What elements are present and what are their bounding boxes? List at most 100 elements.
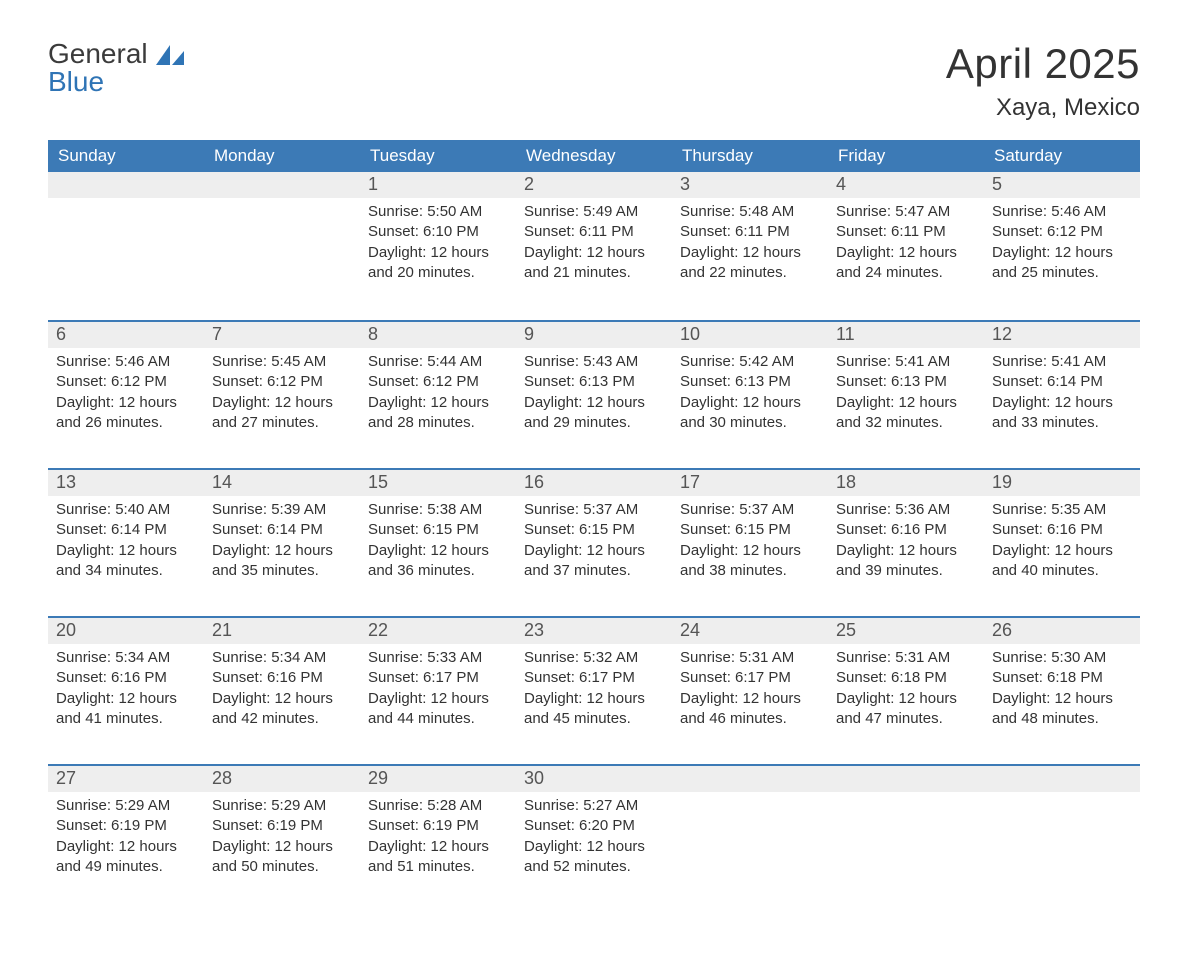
sunset-line: Sunset: 6:15 PM [680, 520, 820, 540]
sunset-line: Sunset: 6:19 PM [212, 816, 352, 836]
daylight-line: Daylight: 12 hours and 47 minutes. [836, 689, 976, 730]
sunrise-line: Sunrise: 5:48 AM [680, 202, 820, 222]
sunset-line: Sunset: 6:14 PM [992, 372, 1132, 392]
day-number: 3 [672, 172, 828, 198]
sunset-line: Sunset: 6:12 PM [368, 372, 508, 392]
sunset-line: Sunset: 6:17 PM [524, 668, 664, 688]
calendar-cell: 30Sunrise: 5:27 AMSunset: 6:20 PMDayligh… [516, 766, 672, 912]
day-content: Sunrise: 5:33 AMSunset: 6:17 PMDaylight:… [360, 644, 516, 739]
calendar-cell [672, 766, 828, 912]
day-content [984, 792, 1140, 806]
day-content: Sunrise: 5:38 AMSunset: 6:15 PMDaylight:… [360, 496, 516, 591]
sunrise-line: Sunrise: 5:31 AM [836, 648, 976, 668]
day-number: 23 [516, 618, 672, 644]
daylight-line: Daylight: 12 hours and 28 minutes. [368, 393, 508, 434]
day-number [672, 766, 828, 792]
day-content: Sunrise: 5:45 AMSunset: 6:12 PMDaylight:… [204, 348, 360, 443]
calendar-cell: 6Sunrise: 5:46 AMSunset: 6:12 PMDaylight… [48, 322, 204, 468]
sunset-line: Sunset: 6:11 PM [680, 222, 820, 242]
sunset-line: Sunset: 6:11 PM [836, 222, 976, 242]
day-number: 17 [672, 470, 828, 496]
sunset-line: Sunset: 6:14 PM [212, 520, 352, 540]
calendar-cell: 16Sunrise: 5:37 AMSunset: 6:15 PMDayligh… [516, 470, 672, 616]
calendar-week: 6Sunrise: 5:46 AMSunset: 6:12 PMDaylight… [48, 320, 1140, 468]
daylight-line: Daylight: 12 hours and 22 minutes. [680, 243, 820, 284]
daylight-line: Daylight: 12 hours and 49 minutes. [56, 837, 196, 878]
daylight-line: Daylight: 12 hours and 36 minutes. [368, 541, 508, 582]
weekday-header-row: Sunday Monday Tuesday Wednesday Thursday… [48, 140, 1140, 172]
sunrise-line: Sunrise: 5:45 AM [212, 352, 352, 372]
calendar-cell: 9Sunrise: 5:43 AMSunset: 6:13 PMDaylight… [516, 322, 672, 468]
sunset-line: Sunset: 6:18 PM [836, 668, 976, 688]
calendar-cell: 2Sunrise: 5:49 AMSunset: 6:11 PMDaylight… [516, 172, 672, 320]
daylight-line: Daylight: 12 hours and 51 minutes. [368, 837, 508, 878]
sunrise-line: Sunrise: 5:37 AM [524, 500, 664, 520]
day-number: 21 [204, 618, 360, 644]
sunrise-line: Sunrise: 5:36 AM [836, 500, 976, 520]
weekday-header: Monday [204, 140, 360, 172]
weekday-header: Thursday [672, 140, 828, 172]
title-block: April 2025 Xaya, Mexico [946, 40, 1140, 122]
calendar-cell: 18Sunrise: 5:36 AMSunset: 6:16 PMDayligh… [828, 470, 984, 616]
page-title: April 2025 [946, 40, 1140, 88]
day-content: Sunrise: 5:28 AMSunset: 6:19 PMDaylight:… [360, 792, 516, 887]
calendar-cell: 28Sunrise: 5:29 AMSunset: 6:19 PMDayligh… [204, 766, 360, 912]
day-content [48, 198, 204, 212]
calendar-cell: 15Sunrise: 5:38 AMSunset: 6:15 PMDayligh… [360, 470, 516, 616]
logo-text: General Blue [48, 40, 184, 96]
daylight-line: Daylight: 12 hours and 50 minutes. [212, 837, 352, 878]
calendar-cell: 13Sunrise: 5:40 AMSunset: 6:14 PMDayligh… [48, 470, 204, 616]
sunset-line: Sunset: 6:13 PM [680, 372, 820, 392]
sunrise-line: Sunrise: 5:33 AM [368, 648, 508, 668]
sunset-line: Sunset: 6:17 PM [368, 668, 508, 688]
sunrise-line: Sunrise: 5:38 AM [368, 500, 508, 520]
daylight-line: Daylight: 12 hours and 39 minutes. [836, 541, 976, 582]
day-number: 20 [48, 618, 204, 644]
day-content: Sunrise: 5:46 AMSunset: 6:12 PMDaylight:… [984, 198, 1140, 293]
day-number: 22 [360, 618, 516, 644]
daylight-line: Daylight: 12 hours and 45 minutes. [524, 689, 664, 730]
calendar-cell: 7Sunrise: 5:45 AMSunset: 6:12 PMDaylight… [204, 322, 360, 468]
sunrise-line: Sunrise: 5:32 AM [524, 648, 664, 668]
day-content: Sunrise: 5:40 AMSunset: 6:14 PMDaylight:… [48, 496, 204, 591]
daylight-line: Daylight: 12 hours and 40 minutes. [992, 541, 1132, 582]
daylight-line: Daylight: 12 hours and 25 minutes. [992, 243, 1132, 284]
day-number: 2 [516, 172, 672, 198]
day-number: 19 [984, 470, 1140, 496]
day-number: 27 [48, 766, 204, 792]
day-number: 1 [360, 172, 516, 198]
calendar-cell: 14Sunrise: 5:39 AMSunset: 6:14 PMDayligh… [204, 470, 360, 616]
sunset-line: Sunset: 6:13 PM [524, 372, 664, 392]
day-number: 4 [828, 172, 984, 198]
sunrise-line: Sunrise: 5:34 AM [56, 648, 196, 668]
day-content: Sunrise: 5:44 AMSunset: 6:12 PMDaylight:… [360, 348, 516, 443]
daylight-line: Daylight: 12 hours and 52 minutes. [524, 837, 664, 878]
weekday-header: Wednesday [516, 140, 672, 172]
sunrise-line: Sunrise: 5:31 AM [680, 648, 820, 668]
day-content: Sunrise: 5:50 AMSunset: 6:10 PMDaylight:… [360, 198, 516, 293]
calendar-cell: 24Sunrise: 5:31 AMSunset: 6:17 PMDayligh… [672, 618, 828, 764]
calendar-cell [204, 172, 360, 320]
calendar-cell: 5Sunrise: 5:46 AMSunset: 6:12 PMDaylight… [984, 172, 1140, 320]
daylight-line: Daylight: 12 hours and 35 minutes. [212, 541, 352, 582]
daylight-line: Daylight: 12 hours and 46 minutes. [680, 689, 820, 730]
day-number: 8 [360, 322, 516, 348]
day-content: Sunrise: 5:31 AMSunset: 6:18 PMDaylight:… [828, 644, 984, 739]
daylight-line: Daylight: 12 hours and 34 minutes. [56, 541, 196, 582]
header-bar: General Blue April 2025 Xaya, Mexico [48, 40, 1140, 122]
day-number [204, 172, 360, 198]
sunrise-line: Sunrise: 5:37 AM [680, 500, 820, 520]
sunrise-line: Sunrise: 5:34 AM [212, 648, 352, 668]
daylight-line: Daylight: 12 hours and 26 minutes. [56, 393, 196, 434]
sunset-line: Sunset: 6:17 PM [680, 668, 820, 688]
sunrise-line: Sunrise: 5:29 AM [56, 796, 196, 816]
calendar-week: 20Sunrise: 5:34 AMSunset: 6:16 PMDayligh… [48, 616, 1140, 764]
calendar-cell: 17Sunrise: 5:37 AMSunset: 6:15 PMDayligh… [672, 470, 828, 616]
day-content: Sunrise: 5:41 AMSunset: 6:13 PMDaylight:… [828, 348, 984, 443]
daylight-line: Daylight: 12 hours and 27 minutes. [212, 393, 352, 434]
calendar-cell: 11Sunrise: 5:41 AMSunset: 6:13 PMDayligh… [828, 322, 984, 468]
daylight-line: Daylight: 12 hours and 37 minutes. [524, 541, 664, 582]
sunset-line: Sunset: 6:12 PM [992, 222, 1132, 242]
calendar-cell: 1Sunrise: 5:50 AMSunset: 6:10 PMDaylight… [360, 172, 516, 320]
logo: General Blue [48, 40, 184, 96]
